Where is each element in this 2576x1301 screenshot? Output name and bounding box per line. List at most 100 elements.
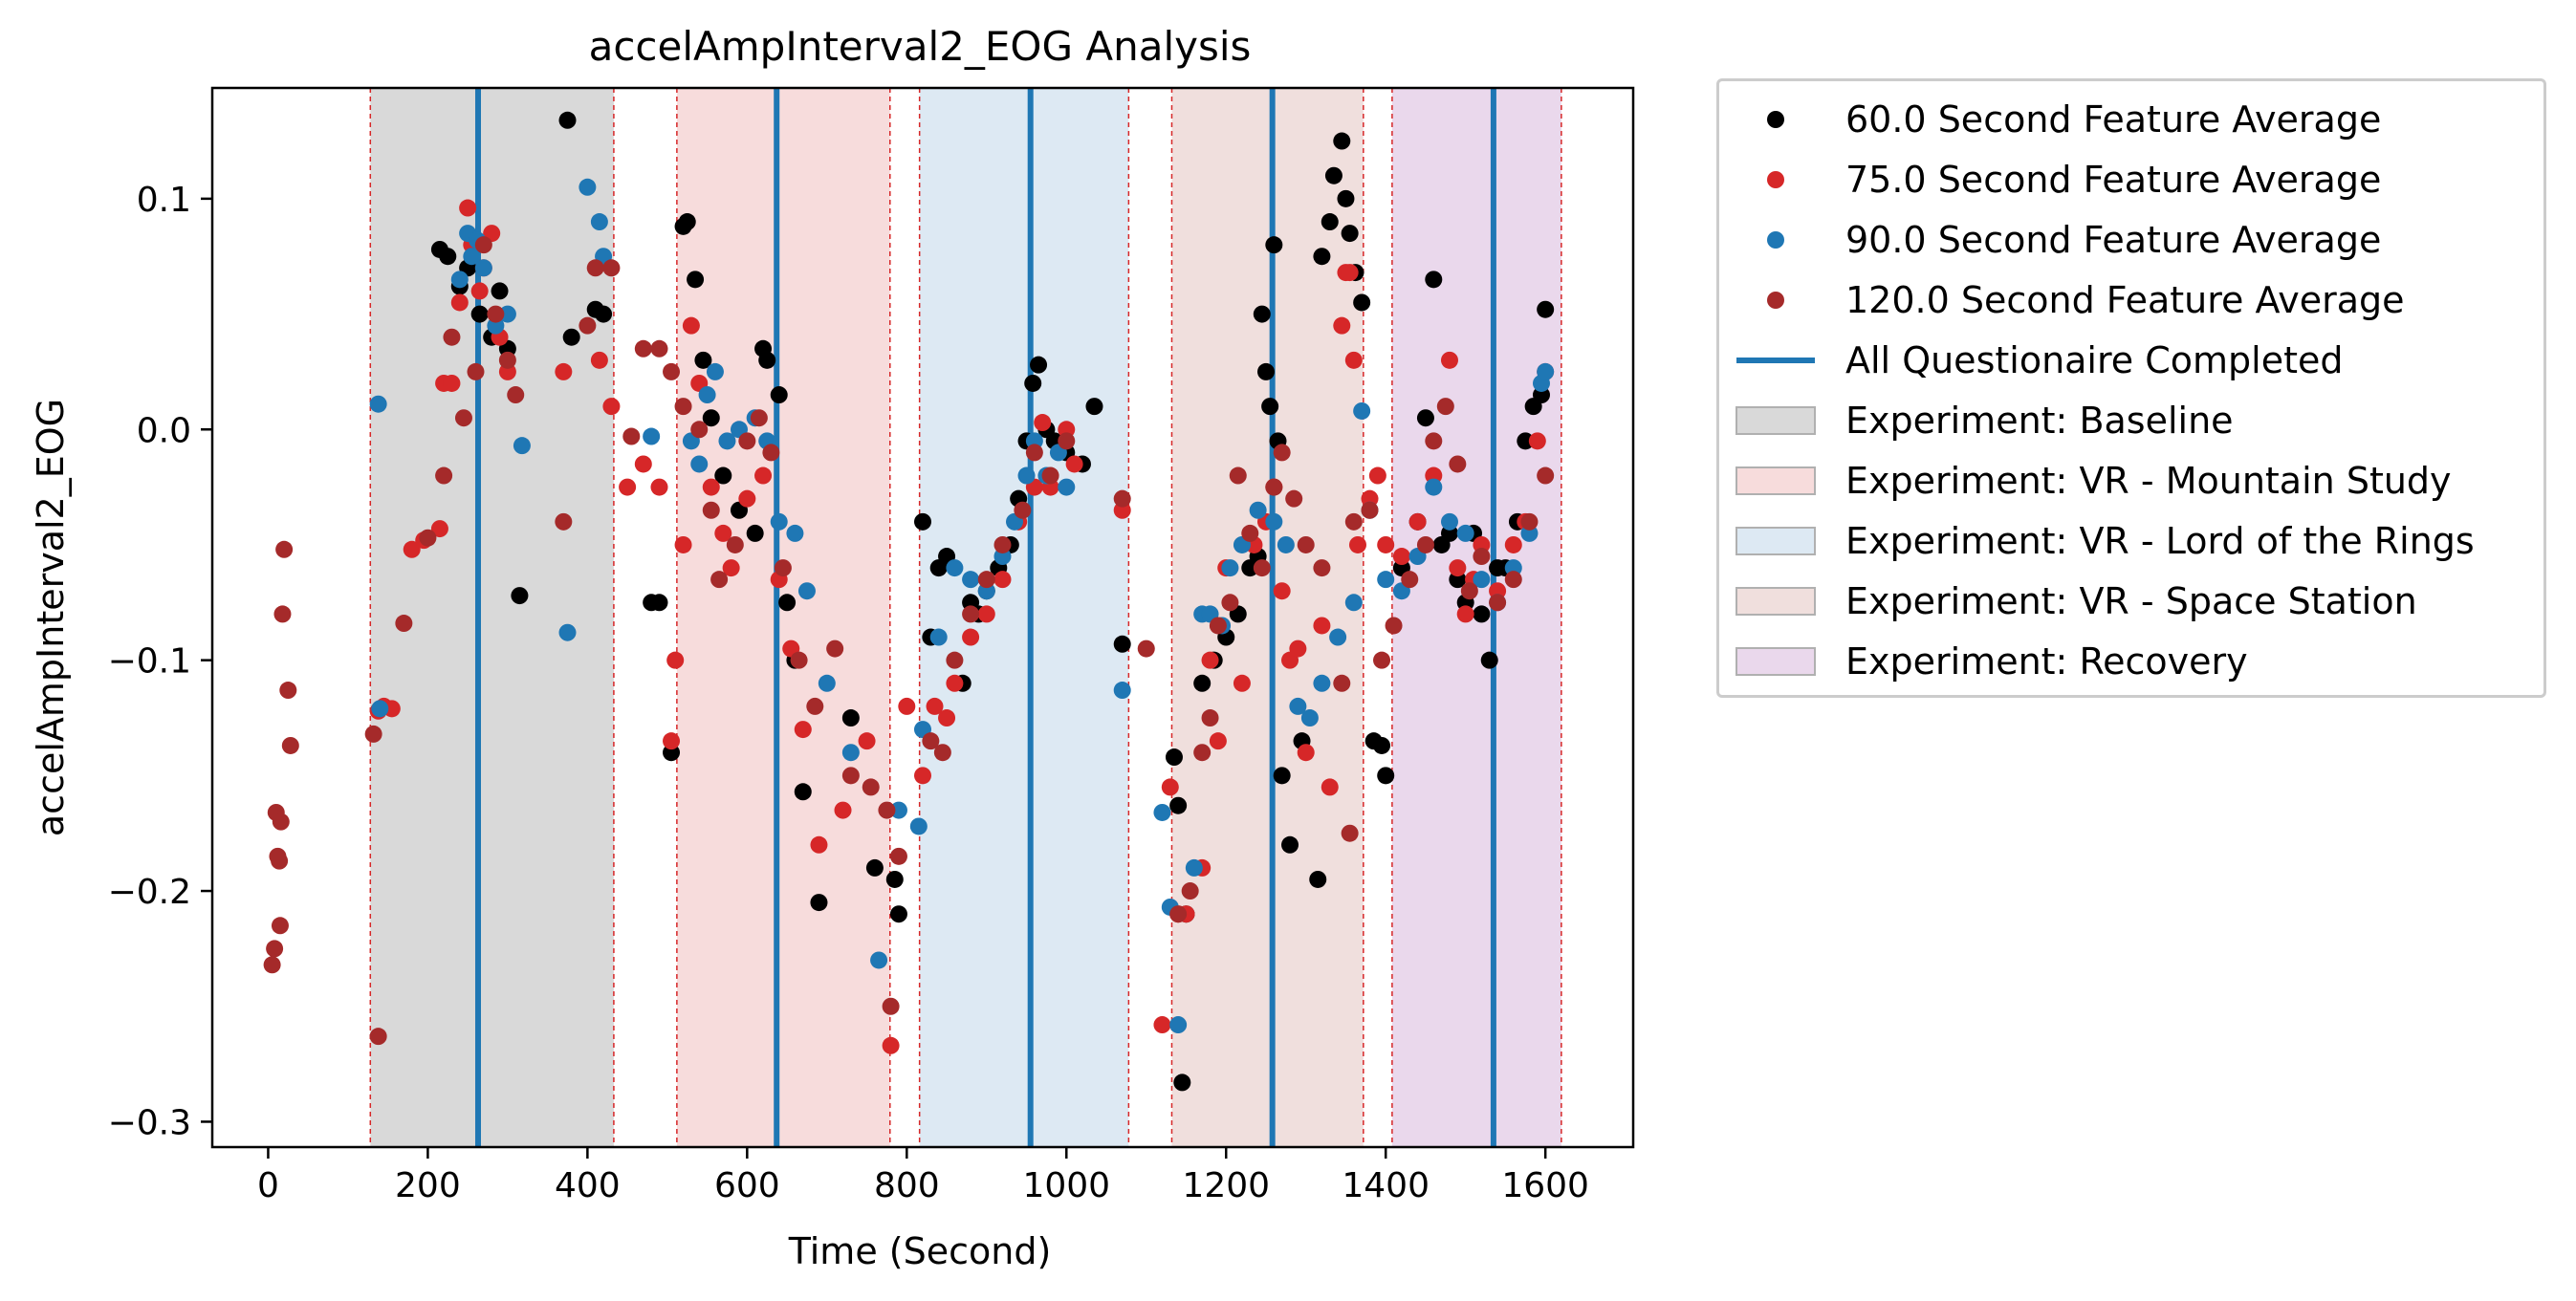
series-0-point-81	[1353, 293, 1371, 312]
series-1-point-60	[1209, 732, 1227, 750]
series-1-point-85	[1456, 605, 1474, 623]
series-0-point-77	[1333, 132, 1351, 150]
series-0-point-55	[1165, 748, 1183, 767]
legend-label: 120.0 Second Feature Average	[1845, 279, 2405, 321]
series-3-point-65	[1221, 594, 1239, 612]
legend-entry-3: 120.0 Second Feature Average	[1719, 271, 2543, 329]
series-3-point-76	[1344, 512, 1363, 531]
series-1-point-84	[1449, 559, 1467, 577]
series-1-point-17	[590, 351, 608, 369]
series-3-point-18	[467, 362, 485, 380]
series-2-point-12	[590, 213, 608, 231]
x-tick-label-2: 400	[555, 1166, 621, 1205]
x-tick-label-4: 800	[874, 1166, 940, 1205]
series-3-point-39	[774, 559, 792, 577]
series-0-point-73	[1309, 870, 1327, 888]
legend-patch	[1736, 406, 1816, 435]
series-0-point-19	[694, 351, 712, 369]
series-3-point-72	[1297, 535, 1315, 553]
series-0-point-68	[1265, 236, 1283, 254]
series-2-point-53	[1249, 501, 1267, 519]
series-3-point-31	[674, 398, 692, 416]
series-3-point-66	[1229, 466, 1247, 485]
series-1-point-59	[1201, 651, 1219, 669]
series-1-point-78	[1368, 466, 1386, 485]
series-0-point-32	[865, 858, 884, 877]
y-tick-label-3: 0.0	[137, 411, 191, 450]
series-1-point-34	[794, 721, 812, 739]
series-1-point-31	[754, 466, 773, 485]
series-3-point-57	[1058, 432, 1076, 450]
series-1-point-76	[1348, 535, 1366, 553]
series-1-point-68	[1289, 640, 1307, 658]
legend-marker	[1767, 231, 1784, 249]
series-1-point-71	[1321, 778, 1339, 796]
series-2-point-51	[1221, 559, 1239, 577]
series-3-point-70	[1273, 444, 1291, 462]
series-1-point-62	[1233, 674, 1251, 692]
series-0-point-65	[1253, 305, 1271, 323]
series-3-point-16	[443, 328, 461, 346]
series-0-point-21	[714, 466, 732, 485]
series-2-point-59	[1329, 628, 1347, 646]
series-1-point-91	[1528, 432, 1546, 450]
series-3-point-53	[993, 535, 1012, 553]
series-2-point-19	[718, 432, 736, 450]
legend-entry-5: Experiment: Baseline	[1719, 392, 2543, 449]
legend-label: 90.0 Second Feature Average	[1845, 219, 2382, 261]
legend-label: Experiment: VR - Space Station	[1845, 580, 2417, 622]
series-2-point-44	[1153, 803, 1171, 821]
series-1-point-42	[938, 709, 956, 727]
series-0-point-8	[511, 587, 529, 605]
series-3-point-89	[1520, 512, 1539, 531]
series-2-point-54	[1265, 512, 1283, 531]
series-3-point-29	[650, 339, 668, 358]
y-axis-label: accelAmpInterval2_EOG	[30, 399, 72, 836]
series-3-point-25	[586, 259, 604, 277]
series-1-point-41	[926, 697, 944, 715]
x-axis: 0 200 400 600 800 1000 1200 1400 1600	[257, 1147, 1589, 1205]
series-3-point-67	[1241, 524, 1259, 542]
series-3-point-30	[663, 362, 681, 380]
series-0-point-54	[1113, 635, 1131, 653]
series-2-point-69	[1473, 571, 1491, 589]
series-1-point-39	[898, 697, 916, 715]
series-3-point-33	[702, 501, 720, 519]
series-2-point-8	[498, 305, 516, 323]
series-2-point-74	[1537, 362, 1555, 380]
series-3-point-78	[1373, 651, 1391, 669]
series-3-point-5	[271, 917, 289, 935]
series-2-point-0	[369, 395, 387, 413]
series-1-point-43	[946, 674, 964, 692]
series-0-point-17	[678, 213, 696, 231]
series-1-point-28	[714, 524, 732, 542]
series-2-point-11	[579, 178, 597, 196]
series-2-point-34	[962, 571, 980, 589]
series-3-point-1	[266, 940, 284, 958]
legend-marker	[1767, 171, 1784, 188]
series-2-point-28	[870, 951, 888, 969]
series-0-point-14	[650, 594, 668, 612]
series-0-point-88	[1425, 271, 1443, 289]
series-2-point-14	[643, 427, 661, 445]
series-1-point-20	[634, 455, 652, 473]
series-1-point-27	[702, 478, 720, 496]
legend-patch	[1736, 647, 1816, 676]
series-1-point-66	[1273, 582, 1291, 600]
series-1-point-46	[993, 571, 1012, 589]
x-tick-label-3: 600	[714, 1166, 780, 1205]
legend-marker	[1767, 292, 1784, 309]
series-2-point-30	[909, 817, 928, 835]
series-1-point-24	[674, 535, 692, 553]
series-1-point-18	[602, 398, 621, 416]
series-2-point-32	[929, 628, 948, 646]
series-3-point-75	[1341, 824, 1359, 842]
series-0-point-31	[841, 709, 860, 727]
series-0-point-18	[687, 271, 705, 289]
series-1-point-35	[810, 835, 828, 854]
series-1-point-75	[1344, 351, 1363, 369]
x-tick-label-1: 200	[395, 1166, 461, 1205]
series-0-point-56	[1169, 796, 1188, 814]
series-0-point-1	[439, 248, 457, 266]
series-0-point-70	[1273, 767, 1291, 785]
